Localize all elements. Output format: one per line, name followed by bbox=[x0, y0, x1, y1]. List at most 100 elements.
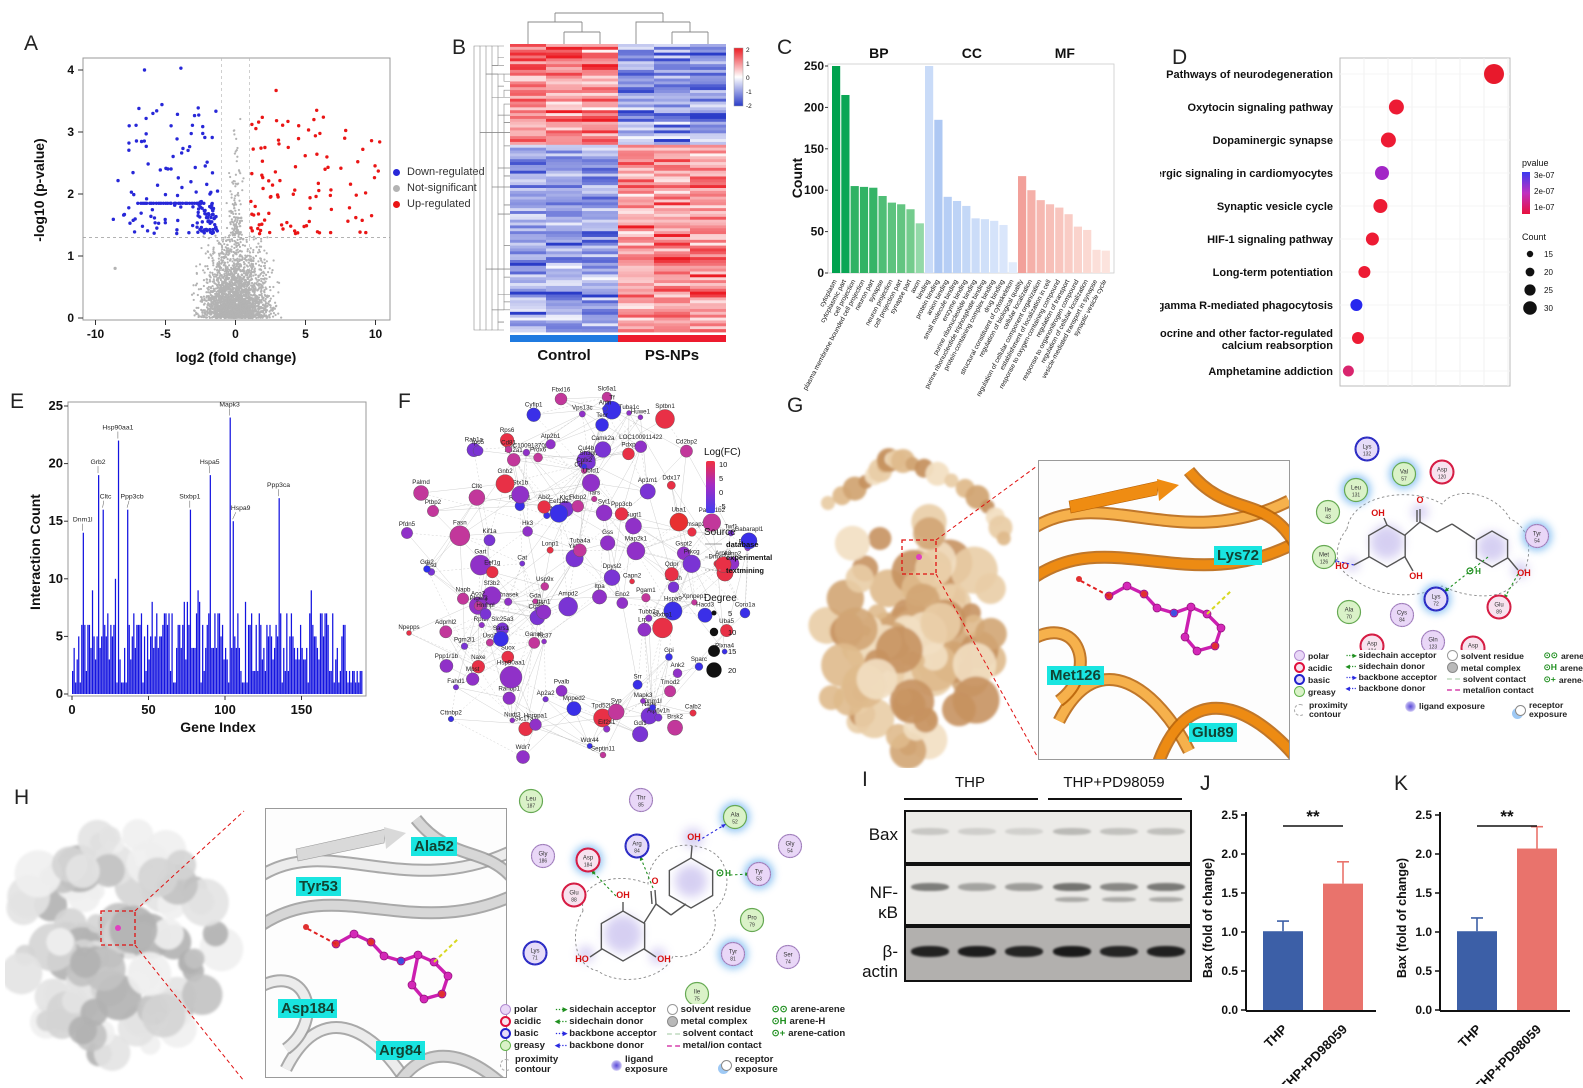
svg-text:Synaptic vesicle cycle: Synaptic vesicle cycle bbox=[1217, 201, 1333, 213]
panel-b-heatmap: Control PS-NPs 2 1 0 -1 -2 bbox=[470, 6, 770, 379]
svg-text:Sugt1: Sugt1 bbox=[625, 511, 642, 518]
svg-text:30: 30 bbox=[1544, 304, 1553, 313]
svg-text:Suox: Suox bbox=[501, 644, 516, 651]
svg-text:Lonp1: Lonp1 bbox=[542, 540, 560, 547]
legend-item: solvent residue bbox=[666, 1004, 762, 1015]
svg-text:Hk3: Hk3 bbox=[522, 520, 534, 527]
solvent-contact-icon bbox=[1446, 678, 1460, 680]
legend-item: ⋯▸ backbone acceptor bbox=[554, 1028, 657, 1039]
svg-text:20: 20 bbox=[728, 666, 736, 675]
svg-text:Hacd3: Hacd3 bbox=[696, 602, 714, 609]
svg-text:Dnm1l: Dnm1l bbox=[644, 698, 662, 705]
svg-text:Rps6: Rps6 bbox=[500, 427, 515, 434]
svg-text:Vps13c: Vps13c bbox=[572, 404, 593, 411]
svg-text:Sf3b2: Sf3b2 bbox=[484, 580, 501, 587]
svg-text:Stxbp1: Stxbp1 bbox=[653, 611, 673, 618]
legend-item: ◂⋯ sidechain donor bbox=[554, 1016, 644, 1027]
legend-label: Down-regulated bbox=[407, 166, 485, 178]
residue-label: Tyr53 bbox=[296, 877, 341, 896]
svg-text:Qdpr: Qdpr bbox=[665, 561, 679, 568]
svg-text:123: 123 bbox=[1429, 645, 1438, 651]
panel-h-docking-closeup: Ala52 Tyr53 Asp184 Arg84 bbox=[252, 808, 532, 1088]
svg-text:Syp: Syp bbox=[611, 697, 622, 704]
svg-text:Wdr7: Wdr7 bbox=[516, 744, 531, 751]
svg-text:Cplx2: Cplx2 bbox=[576, 457, 592, 464]
panel-f-ppi-network: PalmdFbxl16Slc6a1Prdx6SrrYkt6Tuba1cSptbn… bbox=[393, 383, 778, 780]
panel-j-bar-chart: 0.0 0.5 1.0 1.5 2.0 2.5 Bax (fold of change) **… bbox=[1198, 778, 1388, 1088]
svg-text:Long-term potentiation: Long-term potentiation bbox=[1213, 267, 1334, 279]
panel-letter-a: A bbox=[24, 32, 39, 55]
svg-text:Ddx17: Ddx17 bbox=[662, 475, 680, 482]
legend-dot-icon bbox=[393, 200, 400, 208]
panel-letter-j: J bbox=[1200, 772, 1211, 795]
svg-text:Interaction Count: Interaction Count bbox=[28, 494, 43, 610]
blot-row-label: Bax bbox=[868, 825, 898, 844]
sidechain-acceptor-icon: ⋯▸ bbox=[554, 1004, 567, 1014]
svg-text:Cltc: Cltc bbox=[100, 494, 112, 501]
svg-text:Mpped2: Mpped2 bbox=[563, 695, 586, 702]
svg-text:Pdxp: Pdxp bbox=[621, 441, 636, 448]
svg-text:15: 15 bbox=[728, 647, 736, 656]
svg-text:Ala: Ala bbox=[1345, 608, 1354, 614]
svg-text:Naxe: Naxe bbox=[471, 654, 486, 661]
svg-text:5: 5 bbox=[719, 474, 723, 483]
svg-text:20: 20 bbox=[49, 456, 63, 471]
svg-text:Oxytocin signaling pathway: Oxytocin signaling pathway bbox=[1188, 102, 1334, 114]
volcano-legend-item: Up-regulated bbox=[393, 198, 485, 210]
svg-text:Tmod2: Tmod2 bbox=[660, 679, 680, 686]
svg-text:15: 15 bbox=[1544, 250, 1553, 259]
svg-text:Slc25a3: Slc25a3 bbox=[491, 616, 514, 623]
protein-band bbox=[1099, 828, 1138, 835]
volcano-svg: -10 -5 0 5 10 0 1 2 3 4 log2 (fold change) -log10 (… bbox=[31, 57, 391, 365]
protein-band bbox=[1005, 946, 1044, 957]
svg-text:Kif1a: Kif1a bbox=[482, 528, 497, 535]
svg-text:1e-07: 1e-07 bbox=[1534, 203, 1555, 212]
svg-text:-log10 (p-value): -log10 (p-value) bbox=[31, 138, 47, 241]
legend-item: ◂⋯ backbone donor bbox=[1345, 683, 1426, 693]
svg-text:Gspt2: Gspt2 bbox=[675, 540, 692, 547]
legend-item: ⊙⊙arene-arene bbox=[1543, 650, 1583, 661]
legend-item: proximity contour bbox=[1294, 700, 1379, 719]
panel-h-protein-surface bbox=[0, 795, 245, 1088]
ligand-exposure-icon bbox=[1405, 701, 1416, 712]
protein-band bbox=[1005, 828, 1044, 835]
svg-text:Hsp90aa1: Hsp90aa1 bbox=[497, 660, 526, 667]
protein-band bbox=[1005, 883, 1044, 891]
svg-text:Twf1: Twf1 bbox=[724, 524, 738, 531]
svg-text:Sparc: Sparc bbox=[691, 656, 707, 663]
svg-text:OH: OH bbox=[1371, 508, 1385, 518]
svg-text:LOC100913708: LOC100913708 bbox=[505, 443, 549, 450]
sidechain-donor-icon: ◂⋯ bbox=[554, 1016, 567, 1026]
svg-text:Pgm2l1: Pgm2l1 bbox=[454, 636, 476, 643]
svg-text:Ap1m1: Ap1m1 bbox=[638, 477, 658, 484]
svg-text:Lys: Lys bbox=[1431, 595, 1440, 601]
svg-text:Fasn: Fasn bbox=[453, 519, 467, 526]
svg-text:Palmd: Palmd bbox=[412, 479, 430, 486]
svg-text:Grb2: Grb2 bbox=[420, 559, 434, 566]
svg-text:MF: MF bbox=[1055, 45, 1076, 61]
blot-group-header: THP+PD98059 bbox=[1063, 774, 1165, 791]
panel-g-ligand-diagram: OH O HO OH OH ⊙ H Lys 132 Val 57 Asp 120 Leu 131 Ile 43 M… bbox=[1292, 424, 1583, 661]
svg-text:Rnasek: Rnasek bbox=[498, 591, 520, 598]
protein-band-secondary bbox=[1054, 897, 1089, 902]
panel-letter-e: E bbox=[10, 390, 25, 413]
panel-d-kegg-dotplot: Pathways of neurodegeneration Oxytocin si… bbox=[1124, 48, 1583, 403]
svg-text:Nagk: Nagk bbox=[642, 701, 657, 708]
svg-text:Fahd1: Fahd1 bbox=[447, 678, 465, 685]
svg-text:150: 150 bbox=[804, 142, 824, 156]
svg-text:20: 20 bbox=[1544, 268, 1553, 277]
svg-text:Wdr44: Wdr44 bbox=[581, 737, 600, 744]
protein-surface-svg bbox=[0, 810, 245, 1082]
heatmap-svg: Control PS-NPs 2 1 0 -1 -2 bbox=[473, 12, 752, 364]
svg-text:Hspa9: Hspa9 bbox=[231, 505, 251, 512]
svg-text:Hnrnpa1: Hnrnpa1 bbox=[524, 712, 548, 719]
svg-text:50: 50 bbox=[811, 225, 825, 239]
volcano-legend-item: Down-regulated bbox=[393, 166, 485, 178]
svg-text:Map2k1: Map2k1 bbox=[625, 535, 648, 542]
receptor-exposure-icon bbox=[1515, 704, 1526, 716]
svg-text:15: 15 bbox=[49, 513, 63, 528]
panel-letter-h: H bbox=[14, 786, 30, 809]
svg-text:Ap2a2: Ap2a2 bbox=[537, 690, 555, 697]
